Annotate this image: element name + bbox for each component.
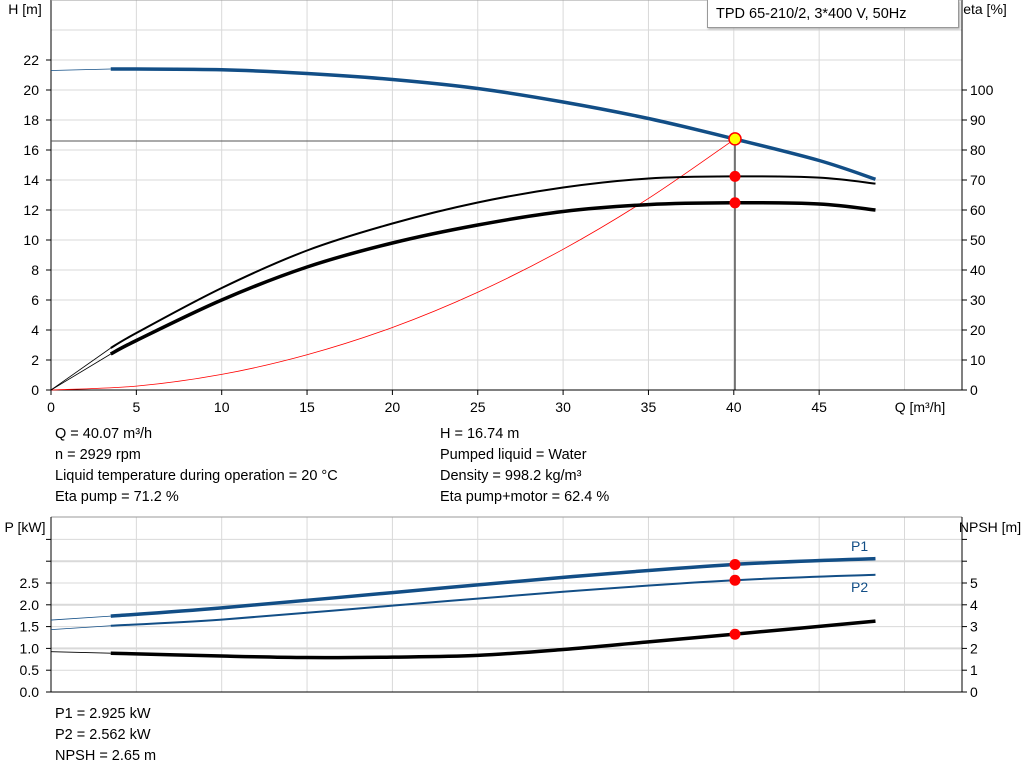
y2-tick-label: 100 <box>970 82 994 98</box>
pump-model-label: TPD 65-210/2, 3*400 V, 50Hz <box>707 0 959 28</box>
x-tick-label: 25 <box>470 399 486 415</box>
x-tick-label: 30 <box>555 399 571 415</box>
y-tick-label: 14 <box>23 172 39 188</box>
y2-tick-label: 60 <box>970 202 986 218</box>
info-liquid: Pumped liquid = Water <box>440 447 587 463</box>
y-tick-label: 4 <box>31 322 39 338</box>
info-density: Density = 998.2 kg/m³ <box>440 468 582 484</box>
info-p2: P2 = 2.562 kW <box>55 727 151 743</box>
series-label-p2: P2 <box>851 579 868 595</box>
y-axis-label-p: P [kW] <box>5 519 46 535</box>
y-tick-label: 1.0 <box>20 640 40 656</box>
p2-curve-extrapolation <box>50 625 111 631</box>
head-curve <box>110 67 877 181</box>
y-tick-label: 18 <box>23 112 39 128</box>
series-label-p1: P1 <box>851 538 868 554</box>
info-npsh: NPSH = 2.65 m <box>55 748 157 764</box>
duty-point-eta-total <box>729 197 741 209</box>
info-speed: n = 2929 rpm <box>55 447 141 463</box>
y-tick-label: 8 <box>31 262 39 278</box>
info-eta-total: Eta pump+motor = 62.4 % <box>440 489 610 505</box>
eta-pump-motor-curve <box>109 201 876 356</box>
y2-tick-label: 80 <box>970 142 986 158</box>
y2-tick-label: 50 <box>970 232 986 248</box>
eta-pump-curve-extrapolation <box>50 347 111 391</box>
y2-tick-label: 3 <box>970 619 978 635</box>
x-tick-label: 20 <box>385 399 401 415</box>
y2-tick-label: 4 <box>970 597 978 613</box>
x-tick-label: 35 <box>641 399 657 415</box>
y-tick-label: 2.0 <box>20 597 40 613</box>
y-tick-label: 2 <box>31 352 39 368</box>
system-curve <box>50 138 736 391</box>
duty-point-head <box>728 132 742 146</box>
p1-curve <box>110 556 876 618</box>
info-p1: P1 = 2.925 kW <box>55 706 151 722</box>
y2-tick-label: 30 <box>970 292 986 308</box>
y-tick-label: 16 <box>23 142 39 158</box>
x-tick-label: 0 <box>47 399 55 415</box>
y-tick-label: 0 <box>31 382 39 398</box>
x-tick-label: 10 <box>214 399 230 415</box>
duty-point-eta-pump <box>729 170 741 182</box>
info-temperature: Liquid temperature during operation = 20… <box>55 468 338 484</box>
eta-pump-curve <box>110 175 876 349</box>
y-axis-label-h: H [m] <box>8 1 41 17</box>
y-tick-label: 20 <box>23 82 39 98</box>
y2-tick-label: 40 <box>970 262 986 278</box>
y2-axis-label-npsh: NPSH [m] <box>959 519 1021 535</box>
y2-tick-label: 0 <box>970 382 978 398</box>
y-tick-label: 1.5 <box>20 619 40 635</box>
p2-curve <box>110 573 876 627</box>
y2-tick-label: 70 <box>970 172 986 188</box>
y-tick-label: 10 <box>23 232 39 248</box>
eta-pump-motor-curve-extrapolation <box>50 353 111 391</box>
y2-tick-label: 20 <box>970 322 986 338</box>
y-tick-label: 6 <box>31 292 39 308</box>
npsh-curve <box>110 619 876 660</box>
y2-tick-label: 0 <box>970 684 978 700</box>
x-axis-label: Q [m³/h] <box>895 399 946 415</box>
info-eta-pump: Eta pump = 71.2 % <box>55 489 179 505</box>
y-tick-label: 0.5 <box>20 662 40 678</box>
y2-tick-label: 90 <box>970 112 986 128</box>
duty-point-npsh <box>729 628 741 640</box>
x-tick-label: 5 <box>132 399 140 415</box>
head-curve-extrapolation <box>50 68 111 71</box>
y-tick-label: 2.5 <box>20 575 40 591</box>
y-tick-label: 0.0 <box>20 684 40 700</box>
npsh-curve-extrapolation <box>50 651 111 654</box>
y2-axis-label-eta: eta [%] <box>963 1 1007 17</box>
y2-tick-label: 5 <box>970 575 978 591</box>
y2-tick-label: 1 <box>970 662 978 678</box>
duty-point-p1 <box>729 558 741 570</box>
x-tick-label: 45 <box>811 399 827 415</box>
duty-point-p2 <box>729 574 741 586</box>
info-head: H = 16.74 m <box>440 426 520 442</box>
x-tick-label: 40 <box>726 399 742 415</box>
x-tick-label: 15 <box>299 399 315 415</box>
y2-tick-label: 2 <box>970 640 978 656</box>
y-tick-label: 22 <box>23 52 39 68</box>
y-tick-label: 12 <box>23 202 39 218</box>
info-flow: Q = 40.07 m³/h <box>55 426 153 442</box>
p1-curve-extrapolation <box>50 615 111 621</box>
y2-tick-label: 10 <box>970 352 986 368</box>
